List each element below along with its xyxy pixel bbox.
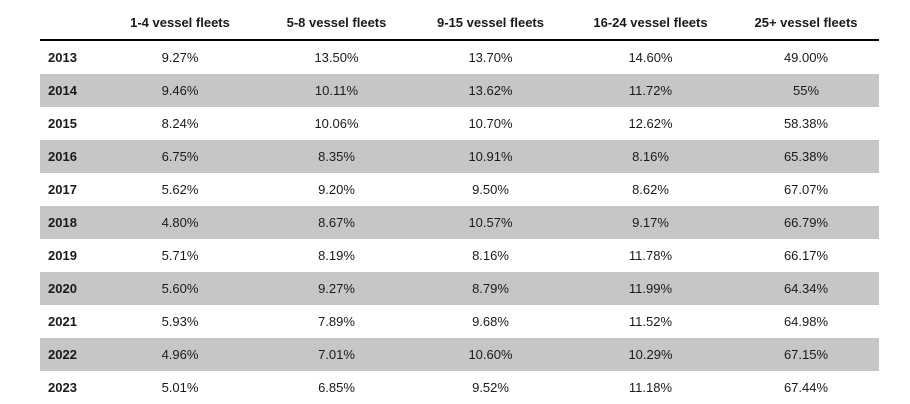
- table-row: 2021 5.93% 7.89% 9.68% 11.52% 64.98%: [40, 305, 879, 338]
- value-cell: 55%: [733, 74, 879, 107]
- value-cell: 67.07%: [783, 182, 829, 197]
- value-cell: 6.75%: [100, 140, 260, 173]
- year-cell: 2015: [48, 116, 77, 131]
- value-cell: 10.60%: [413, 338, 568, 371]
- value-cell: 9.27%: [161, 50, 199, 65]
- value-cell: 5.60%: [100, 272, 260, 305]
- value-cell: 11.99%: [568, 272, 733, 305]
- value-cell: 58.38%: [783, 116, 829, 131]
- value-cell: 67.44%: [783, 380, 829, 395]
- year-cell: 2013: [48, 50, 77, 65]
- value-cell: 67.15%: [733, 338, 879, 371]
- year-cell: 2023: [48, 380, 77, 395]
- table-row: 2017 5.62% 9.20% 9.50% 8.62% 67.07%: [40, 173, 879, 206]
- year-cell: 2017: [48, 182, 77, 197]
- value-cell: 11.78%: [628, 248, 673, 263]
- value-cell: 8.79%: [413, 272, 568, 305]
- header-year-column: [40, 6, 100, 41]
- header-1-4-vessel-fleets: 1-4 vessel fleets: [100, 6, 260, 41]
- value-cell: 9.52%: [472, 380, 509, 395]
- value-cell: 10.11%: [260, 74, 413, 107]
- value-cell: 5.93%: [161, 314, 199, 329]
- value-cell: 9.50%: [472, 182, 509, 197]
- year-cell: 2014: [40, 74, 100, 107]
- value-cell: 10.29%: [568, 338, 733, 371]
- table-row: 2015 8.24% 10.06% 10.70% 12.62% 58.38%: [40, 107, 879, 140]
- header-16-24-vessel-fleets: 16-24 vessel fleets: [568, 6, 733, 41]
- value-cell: 9.27%: [260, 272, 413, 305]
- value-cell: 5.01%: [161, 380, 199, 395]
- value-cell: 10.57%: [413, 206, 568, 239]
- value-cell: 14.60%: [628, 50, 673, 65]
- year-cell: 2019: [48, 248, 77, 263]
- value-cell: 5.62%: [161, 182, 199, 197]
- value-cell: 13.62%: [413, 74, 568, 107]
- value-cell: 8.24%: [161, 116, 199, 131]
- value-cell: 8.16%: [472, 248, 509, 263]
- table-row: 2023 5.01% 6.85% 9.52% 11.18% 67.44%: [40, 371, 879, 404]
- year-cell: 2021: [48, 314, 77, 329]
- year-cell: 2020: [40, 272, 100, 305]
- value-cell: 8.19%: [318, 248, 355, 263]
- value-cell: 7.89%: [318, 314, 355, 329]
- value-cell: 11.18%: [628, 380, 673, 395]
- value-cell: 64.98%: [783, 314, 829, 329]
- value-cell: 9.17%: [568, 206, 733, 239]
- header-9-15-vessel-fleets: 9-15 vessel fleets: [413, 6, 568, 41]
- value-cell: 12.62%: [628, 116, 673, 131]
- value-cell: 66.17%: [783, 248, 829, 263]
- value-cell: 10.70%: [468, 116, 513, 131]
- fleet-share-table: 1-4 vessel fleets 5-8 vessel fleets 9-15…: [40, 6, 879, 404]
- table-row: 2013 9.27% 13.50% 13.70% 14.60% 49.00%: [40, 40, 879, 74]
- value-cell: 10.06%: [314, 116, 359, 131]
- value-cell: 13.70%: [468, 50, 513, 65]
- value-cell: 8.62%: [632, 182, 669, 197]
- value-cell: 10.91%: [413, 140, 568, 173]
- year-cell: 2016: [40, 140, 100, 173]
- value-cell: 11.52%: [628, 314, 673, 329]
- value-cell: 49.00%: [783, 50, 829, 65]
- value-cell: 65.38%: [733, 140, 879, 173]
- value-cell: 8.35%: [260, 140, 413, 173]
- value-cell: 9.20%: [318, 182, 355, 197]
- table-row: 2020 5.60% 9.27% 8.79% 11.99% 64.34%: [40, 272, 879, 305]
- value-cell: 5.71%: [161, 248, 199, 263]
- value-cell: 8.16%: [568, 140, 733, 173]
- value-cell: 4.80%: [100, 206, 260, 239]
- table-row: 2016 6.75% 8.35% 10.91% 8.16% 65.38%: [40, 140, 879, 173]
- value-cell: 8.67%: [260, 206, 413, 239]
- value-cell: 9.68%: [472, 314, 509, 329]
- header-5-8-vessel-fleets: 5-8 vessel fleets: [260, 6, 413, 41]
- value-cell: 7.01%: [260, 338, 413, 371]
- table-row: 2014 9.46% 10.11% 13.62% 11.72% 55%: [40, 74, 879, 107]
- table-row: 2019 5.71% 8.19% 8.16% 11.78% 66.17%: [40, 239, 879, 272]
- header-25-plus-vessel-fleets: 25+ vessel fleets: [733, 6, 879, 41]
- value-cell: 66.79%: [733, 206, 879, 239]
- header-row: 1-4 vessel fleets 5-8 vessel fleets 9-15…: [40, 6, 879, 41]
- value-cell: 11.72%: [568, 74, 733, 107]
- value-cell: 6.85%: [318, 380, 355, 395]
- year-cell: 2022: [40, 338, 100, 371]
- value-cell: 64.34%: [733, 272, 879, 305]
- value-cell: 13.50%: [314, 50, 359, 65]
- table-row: 2022 4.96% 7.01% 10.60% 10.29% 67.15%: [40, 338, 879, 371]
- value-cell: 9.46%: [100, 74, 260, 107]
- table-row: 2018 4.80% 8.67% 10.57% 9.17% 66.79%: [40, 206, 879, 239]
- year-cell: 2018: [40, 206, 100, 239]
- value-cell: 4.96%: [100, 338, 260, 371]
